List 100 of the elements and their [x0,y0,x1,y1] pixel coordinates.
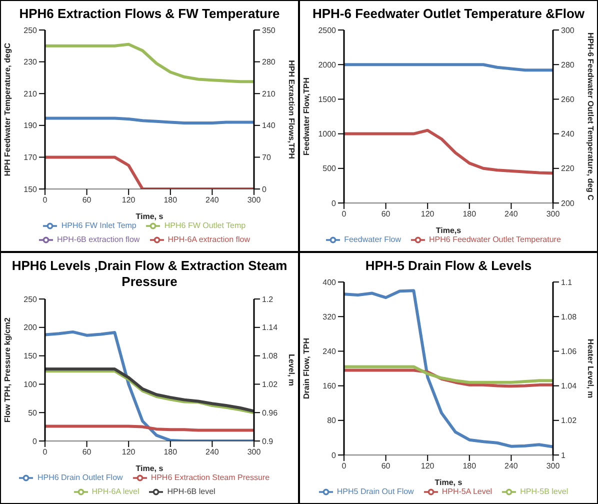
x-tick-label: 60 [381,462,391,471]
x-tick-label: 240 [504,462,518,471]
y2-tick-label: 240 [561,130,575,139]
y2-tick-label: 0.96 [262,408,278,418]
y-tick-label: 500 [322,164,337,174]
y2-tick-label: 1 [561,450,566,460]
x-tick-label: 240 [206,196,220,205]
y-axis-title: Drain Flow, TPH [302,338,311,400]
x-tick-label: 60 [381,210,391,219]
y2-tick-label: 1.08 [262,352,278,361]
x-tick-label: 300 [247,448,262,457]
y-tick-label: 200 [24,323,38,332]
line-series [344,128,553,175]
x-axis-title: Time,s [436,226,462,235]
y2-tick-label: 280 [561,60,575,70]
y2-tick-label: 1.08 [561,312,578,322]
y2-axis-title: HPH-6 Feedwater Outlet Temperature, deg C [586,32,596,201]
line-series [45,42,254,84]
legend-label: HPH-6A extraction flow [168,235,250,244]
x-tick-label: 300 [247,196,262,205]
x-tick-label: 120 [122,196,136,205]
y2-tick-label: 1.04 [561,382,578,391]
y-tick-label: 150 [24,184,38,194]
legend-label: HPH6 Drain Outlet Flow [37,473,123,482]
y2-axis-title: HPH Exraction Flows,TPH [287,60,296,160]
y2-tick-label: 1.14 [262,323,278,332]
x-tick-label: 0 [342,210,347,219]
chart-title: HPH6 Extraction Flows & FW Temperature [18,4,281,23]
y2-tick-label: 350 [262,26,276,35]
x-tick-label: 300 [546,210,560,219]
x-tick-label: 240 [504,210,518,219]
legend-label: HPH-6A level [92,487,140,496]
y2-tick-label: 1.02 [262,380,278,390]
y-tick-label: 250 [24,26,38,35]
y-tick-label: 210 [24,89,38,98]
chart-title: HPH-5 Drain Flow & Levels [364,256,533,274]
y2-tick-label: 1.2 [262,294,274,304]
line-series [344,289,553,448]
x-tick-label: 120 [420,210,435,219]
y-tick-label: 2000 [318,60,337,70]
chart-title: HPH6 Levels ,Drain Flow & Extraction Steam Pressure [10,257,288,291]
x-tick-label: 180 [164,448,178,457]
legend-label: HPH-5A Level [442,487,492,496]
y2-tick-label: 220 [561,164,575,174]
legend-label: HPH5 Drain Out Flow [336,487,414,496]
y-tick-label: 320 [322,312,337,322]
y-tick-label: 190 [24,121,38,130]
legend-label: HPH6 FW Outlet Temp [164,221,246,230]
x-tick-label: 0 [42,448,48,457]
x-tick-label: 180 [462,210,477,219]
line-series [344,365,553,384]
y-tick-label: 0 [32,436,38,446]
x-axis-title: Time, s [136,212,164,221]
y-tick-label: 80 [327,416,337,426]
y2-tick-label: 0.9 [262,436,274,446]
y2-axis-title: Level, m [287,354,296,386]
y-axis-title: HPH Feedwater Temperature, degC [2,42,12,176]
y2-tick-label: 70 [262,153,272,162]
x-tick-label: 0 [342,462,347,471]
y2-tick-label: 140 [262,121,276,130]
y2-tick-label: 0 [262,184,267,194]
x-tick-label: 180 [164,196,178,205]
chart-title: HPH-6 Feedwater Outlet Temperature &Flow [311,4,586,23]
legend-label: HPH-5B level [520,487,568,496]
legend-label: Feedwater Flow [344,235,401,244]
y-tick-label: 250 [24,294,38,304]
y-tick-label: 100 [24,380,38,390]
x-tick-label: 120 [420,462,435,471]
y2-tick-label: 300 [561,26,575,35]
y-tick-label: 240 [322,347,337,356]
y2-axis-title: Heater Level, m [586,338,596,398]
y-tick-label: 150 [24,352,38,361]
legend-label: HPH6 Feedwater Outlet Temperature [429,235,561,244]
legend-label: HPH6 Extraction Steam Pressure [150,473,270,482]
y-tick-label: 1500 [318,95,337,104]
y-tick-label: 2500 [318,26,337,35]
legend-label: HPH6 FW Inlet Temp [61,221,136,230]
x-axis-title: Time, s [136,464,164,473]
y2-tick-label: 1.1 [561,278,573,287]
y-tick-label: 1000 [318,130,337,139]
x-axis-title: Time, s [434,478,463,487]
x-tick-label: 0 [42,196,48,205]
y2-tick-label: 210 [262,89,276,98]
y2-tick-label: 200 [561,198,575,208]
y2-tick-label: 260 [561,95,575,104]
legend-label: HPH-6B extraction flow [57,235,140,244]
y-tick-label: 50 [28,408,38,418]
x-tick-label: 60 [82,448,92,457]
x-tick-label: 300 [546,462,560,471]
y-tick-label: 230 [24,58,38,67]
x-tick-label: 120 [122,448,136,457]
x-tick-label: 180 [462,462,477,471]
y-tick-label: 170 [24,153,38,162]
y-axis-title: Feedwater Flow,TPH [302,77,311,156]
y-tick-label: 400 [322,278,337,287]
x-tick-label: 240 [206,448,220,457]
y2-tick-label: 1.06 [561,347,578,356]
y2-tick-label: 1.02 [561,416,578,426]
legend-label: HPH-6B level [167,487,216,496]
y-axis-title: Flow TPH, Pressure kg/cm2 [2,316,12,422]
